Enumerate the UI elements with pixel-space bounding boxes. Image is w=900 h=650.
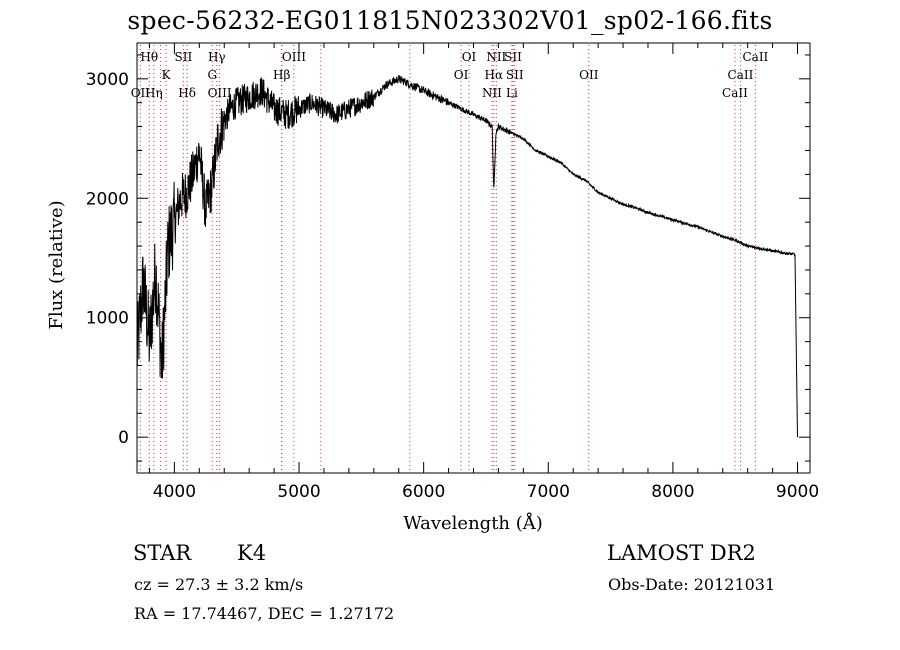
x-tick-label: 8000 xyxy=(651,482,694,502)
line-label: SII xyxy=(175,50,193,64)
y-axis-label: Flux (relative) xyxy=(46,200,67,329)
object-class: STAR xyxy=(133,541,192,565)
redshift-velocity: cz = 27.3 ± 3.2 km/s xyxy=(134,575,304,594)
line-label: Hδ xyxy=(178,86,196,100)
line-label: K xyxy=(162,68,172,82)
line-label: Hα xyxy=(485,68,504,82)
x-axis-label: Wavelength (Å) xyxy=(403,512,543,534)
line-label: G xyxy=(207,68,217,82)
line-label: CaII xyxy=(728,68,754,82)
y-tick-label: 3000 xyxy=(86,70,129,90)
line-label: OI xyxy=(454,68,469,82)
x-tick-label: 7000 xyxy=(527,482,570,502)
line-label: Hθ xyxy=(140,50,158,64)
observation-date: Obs-Date: 20121031 xyxy=(608,575,776,594)
x-tick-label: 6000 xyxy=(402,482,445,502)
tick-label-group: 4000 5000 6000 7000 8000 9000 0 1000 2000 3000 xyxy=(86,70,819,502)
line-label: Hγ xyxy=(208,50,226,64)
line-label: CaII xyxy=(742,50,768,64)
line-label: SII xyxy=(506,68,524,82)
line-label: OI xyxy=(462,50,477,64)
line-label: OIII xyxy=(282,50,306,64)
line-label: OIII xyxy=(208,86,232,100)
line-label: NII xyxy=(482,86,502,100)
line-label: OII xyxy=(579,68,599,82)
survey-label: LAMOST DR2 xyxy=(607,541,756,565)
x-tick-label: 5000 xyxy=(277,482,320,502)
line-label: NII xyxy=(486,50,506,64)
object-subclass: K4 xyxy=(237,541,267,565)
y-tick-label: 1000 xyxy=(86,309,129,329)
x-tick-label: 4000 xyxy=(153,482,196,502)
spectrum-group xyxy=(136,75,798,438)
line-label: Li xyxy=(506,86,518,100)
line-label: Hη xyxy=(145,86,163,100)
plot-frame xyxy=(136,42,811,474)
axes-group xyxy=(136,42,811,474)
line-label: SII xyxy=(504,50,522,64)
y-tick-label: 0 xyxy=(118,428,129,448)
spectrum-line xyxy=(136,75,798,438)
x-tick-label: 9000 xyxy=(776,482,819,502)
chart-title: spec-56232-EG011815N023302V01_sp02-166.f… xyxy=(127,6,773,35)
line-label: Hβ xyxy=(273,68,290,82)
y-tick-label: 2000 xyxy=(86,189,129,209)
line-label: CaII xyxy=(722,86,748,100)
line-label: OII xyxy=(131,86,151,100)
coordinates: RA = 17.74467, DEC = 1.27172 xyxy=(134,604,395,623)
